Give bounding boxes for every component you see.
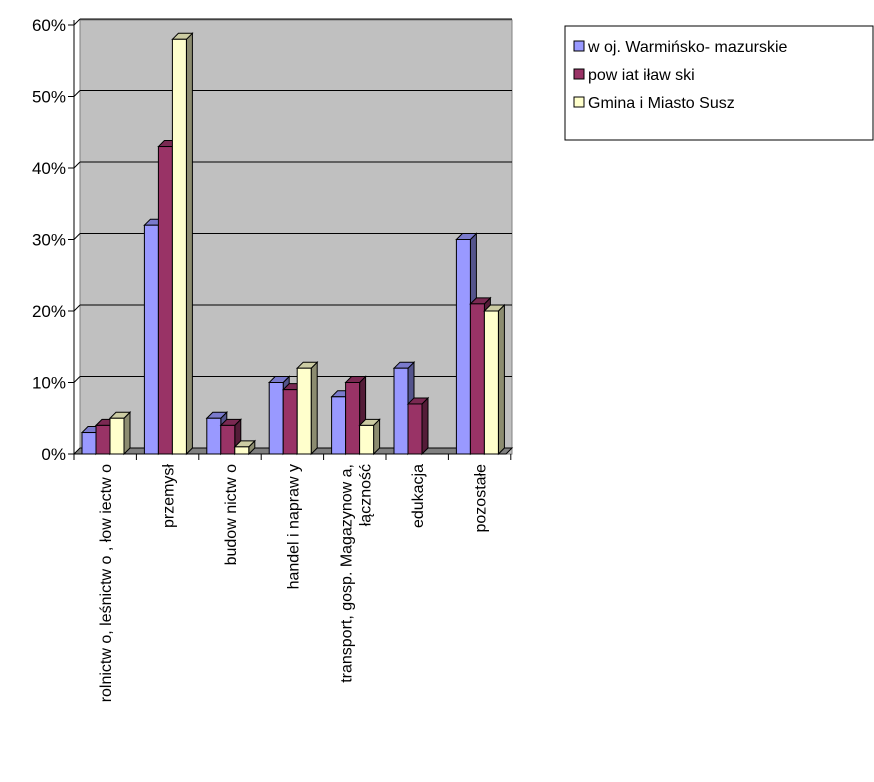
bar (108, 411, 132, 456)
x-category-label: rolnictw o, leśnictw o , łow iectw o (98, 464, 115, 702)
bar (483, 303, 506, 456)
x-category-label: przemysł (161, 464, 178, 528)
bar-front (157, 146, 173, 455)
y-tick-label: 50% (32, 88, 66, 107)
bar (406, 396, 430, 456)
x-category-label: pozostałe (473, 464, 490, 533)
gridlines (73, 18, 512, 383)
bar-front (81, 432, 97, 455)
bar-side (310, 360, 318, 456)
bar-front (206, 417, 222, 455)
legend-swatch (573, 96, 585, 108)
bar-front (234, 446, 250, 455)
y-tick-label: 40% (32, 159, 66, 178)
bar-front (220, 424, 236, 455)
bar-front (95, 424, 111, 455)
bar-front (268, 382, 284, 455)
gridline-depth (73, 233, 81, 240)
legend-entry-label: w oj. Warmińsko- mazurskie (587, 39, 788, 56)
x-category-label: łączność (357, 464, 374, 526)
legend-box (564, 25, 874, 141)
y-axis-tick-labels: 0% 10% 20% 30% 40% 50% 60% (32, 16, 66, 464)
y-tick-label: 30% (32, 231, 66, 250)
x-category-label: transport, gosp. Magazynow a, (338, 464, 355, 683)
bar-front (393, 367, 409, 455)
bar-front (345, 382, 361, 455)
bar-front (171, 38, 187, 455)
gridline-depth (73, 376, 81, 383)
legend: w oj. Warmińsko- mazurskie pow iat iław s… (564, 25, 874, 141)
gridline-depth (73, 18, 81, 26)
bar (295, 360, 319, 456)
bar-front (331, 396, 347, 455)
legend-swatch (573, 68, 585, 80)
bar-front (469, 303, 485, 455)
x-category-label: edukacja (410, 464, 427, 528)
legend-swatch (573, 40, 585, 52)
gridline-depth (73, 90, 81, 97)
bar-front (296, 367, 312, 455)
bar-front (282, 389, 298, 455)
y-tick-label: 20% (32, 302, 66, 321)
y-tick-label: 60% (32, 16, 66, 35)
x-axis-category-labels: rolnictw o, leśnictw o , łow iectw o prze… (98, 464, 489, 703)
bar (171, 32, 194, 456)
bar-front (483, 310, 499, 455)
bar-front (407, 403, 423, 455)
bar-front (359, 424, 375, 455)
x-category-label: budow nictw o (223, 464, 240, 565)
bar-side (185, 32, 193, 456)
legend-entry-label: Gmina i Miasto Susz (588, 95, 735, 112)
bar (358, 418, 381, 456)
legend-entry-label: pow iat iław ski (588, 67, 695, 84)
bar-front (143, 224, 159, 455)
bar-side (421, 396, 429, 456)
x-category-label: handel i napraw y (285, 464, 302, 589)
gridline-depth (73, 304, 81, 312)
bars (80, 32, 506, 456)
bar-side (497, 303, 505, 456)
gridline-depth (73, 161, 81, 169)
y-tick-label: 0% (41, 445, 66, 464)
bar-front (455, 239, 471, 455)
bar-side (123, 411, 131, 456)
y-tick-label: 10% (32, 374, 66, 393)
bar (233, 439, 257, 456)
bar-front (109, 417, 125, 455)
